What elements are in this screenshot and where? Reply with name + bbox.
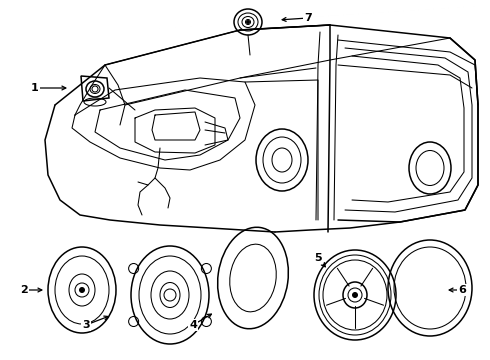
Circle shape — [79, 287, 85, 293]
Text: 6: 6 — [458, 285, 466, 295]
Text: 5: 5 — [314, 253, 322, 263]
Circle shape — [246, 20, 250, 24]
Text: 1: 1 — [31, 83, 39, 93]
Text: 3: 3 — [82, 320, 90, 330]
Text: 4: 4 — [189, 320, 197, 330]
Text: 2: 2 — [20, 285, 28, 295]
Text: 7: 7 — [304, 13, 312, 23]
Circle shape — [352, 292, 358, 298]
